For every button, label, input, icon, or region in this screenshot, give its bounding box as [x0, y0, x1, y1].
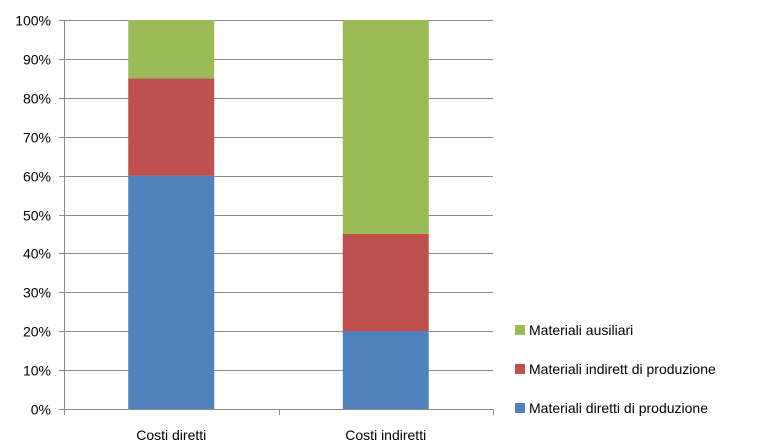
y-tick-label: 40% [23, 246, 51, 262]
legend-label: Materiali indirett di produzione [529, 361, 716, 377]
bar-segment [342, 233, 429, 332]
bar-segment [128, 175, 215, 409]
y-tick-label: 90% [23, 52, 51, 68]
bar-segment [128, 20, 215, 79]
legend-swatch [515, 364, 525, 374]
y-tick-label: 100% [15, 13, 51, 29]
y-tick-label: 50% [23, 208, 51, 224]
x-tick-label: Costi diretti [136, 427, 206, 443]
bars [128, 20, 429, 409]
y-tick-label: 20% [23, 324, 51, 340]
bar-segment [342, 331, 429, 409]
legend-swatch [515, 403, 525, 413]
bar-segment [342, 20, 429, 234]
axes: 0% 10% 20% 30% 40% 50% 60% 70% 80% 90% 100% Costi d… [15, 13, 494, 443]
y-tick-label: 80% [23, 91, 51, 107]
y-tick-label: 30% [23, 285, 51, 301]
legend-label: Materiali ausiliari [529, 322, 633, 338]
y-tick-label: 10% [23, 363, 51, 379]
x-tick-label: Costi indiretti [345, 427, 426, 443]
y-tick-label: 60% [23, 169, 51, 185]
y-tick-label: 0% [31, 402, 51, 418]
y-tick-label: 70% [23, 130, 51, 146]
legend: Materiali ausiliari Materiali indirett di… [515, 322, 716, 416]
bar-segment [128, 78, 215, 176]
legend-label: Materiali diretti di produzione [529, 400, 708, 416]
legend-swatch [515, 325, 525, 335]
